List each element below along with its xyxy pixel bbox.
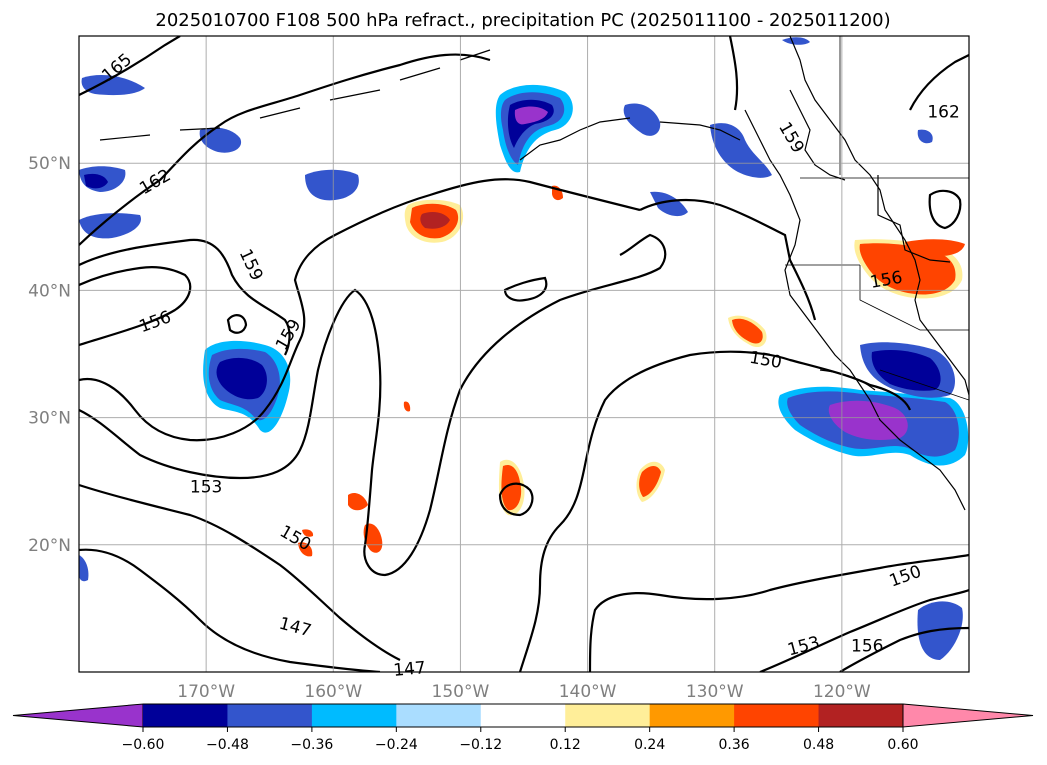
precip-blob <box>348 493 368 511</box>
precip-blob <box>79 555 89 582</box>
colorbar: −0.60 −0.48 −0.36 −0.24 −0.12 0.12 0.24 0.36 0.4… <box>12 703 1034 753</box>
precip-blob <box>710 123 772 178</box>
colorbar-segment <box>396 704 482 727</box>
lon-tick-label: 170°W <box>177 682 235 702</box>
colorbar-tick-label: −0.60 <box>122 737 165 753</box>
coastlines <box>99 36 969 511</box>
precip-blob <box>199 127 242 153</box>
lon-tick-label: 120°W <box>813 682 871 702</box>
colorbar-segment <box>143 704 228 727</box>
precip-blob <box>298 542 313 557</box>
colorbar-extend-low <box>12 703 144 728</box>
precip-blob <box>905 239 965 257</box>
colorbar-tick-label: 0.60 <box>887 737 918 753</box>
map-frame <box>78 35 970 673</box>
colorbar-segment <box>649 704 735 727</box>
colorbar-segment <box>480 704 566 727</box>
latitude-tick-labels: 20°N 30°N 40°N 50°N <box>28 154 71 556</box>
lon-tick-label: 130°W <box>686 682 744 702</box>
precipitation-shading <box>79 37 969 660</box>
lat-tick-label: 30°N <box>28 409 71 429</box>
precip-blob <box>917 129 933 144</box>
colorbar-segment <box>311 704 397 727</box>
contour-label: 147 <box>393 658 427 681</box>
colorbar-segment <box>818 704 904 727</box>
colorbar-tick-label: −0.12 <box>459 737 502 753</box>
colorbar-tick-label: −0.36 <box>290 737 333 753</box>
precip-blob <box>859 243 956 295</box>
precip-blob <box>81 75 145 96</box>
precip-blob <box>639 466 661 497</box>
gridlines <box>79 36 969 672</box>
precip-blob <box>420 212 450 229</box>
precip-blob <box>216 357 267 400</box>
lon-tick-label: 140°W <box>559 682 617 702</box>
colorbar-tick-label: 0.12 <box>550 737 581 753</box>
colorbar-tick-label: −0.48 <box>206 737 249 753</box>
precip-blob <box>828 400 908 440</box>
precip-blob <box>403 401 411 412</box>
precip-blob <box>623 103 661 136</box>
longitude-tick-labels: 170°W 160°W 150°W 140°W 130°W 120°W <box>177 682 871 702</box>
contour-label: 153 <box>190 478 222 498</box>
colorbar-segment <box>227 704 313 727</box>
refractivity-contours <box>79 36 969 672</box>
colorbar-segment <box>565 704 651 727</box>
colorbar-tick-label: 0.24 <box>634 737 665 753</box>
precip-blob <box>871 350 941 391</box>
precip-blob <box>514 106 548 125</box>
precip-blob <box>305 169 359 201</box>
precip-blob <box>84 173 108 189</box>
lat-tick-label: 50°N <box>28 154 71 174</box>
precip-blob <box>732 318 763 344</box>
lat-tick-label: 20°N <box>28 536 71 556</box>
precip-blob <box>782 37 810 45</box>
lon-tick-label: 150°W <box>432 682 490 702</box>
precip-blob <box>363 523 383 553</box>
precip-blob <box>501 464 522 511</box>
lat-tick-label: 40°N <box>28 281 71 301</box>
precip-blob <box>650 191 688 217</box>
contour-label: 156 <box>851 637 883 657</box>
colorbar-tick-label: 0.36 <box>719 737 750 753</box>
colorbar-tick-label: −0.24 <box>375 737 418 753</box>
precip-blob <box>302 529 314 537</box>
colorbar-segment <box>734 704 820 727</box>
colorbar-tick-label: 0.48 <box>803 737 834 753</box>
colorbar-extend-high <box>902 703 1034 728</box>
lon-tick-label: 160°W <box>304 682 362 702</box>
contour-label: 162 <box>927 102 959 122</box>
chart-title: 2025010700 F108 500 hPa refract., precip… <box>155 10 890 31</box>
